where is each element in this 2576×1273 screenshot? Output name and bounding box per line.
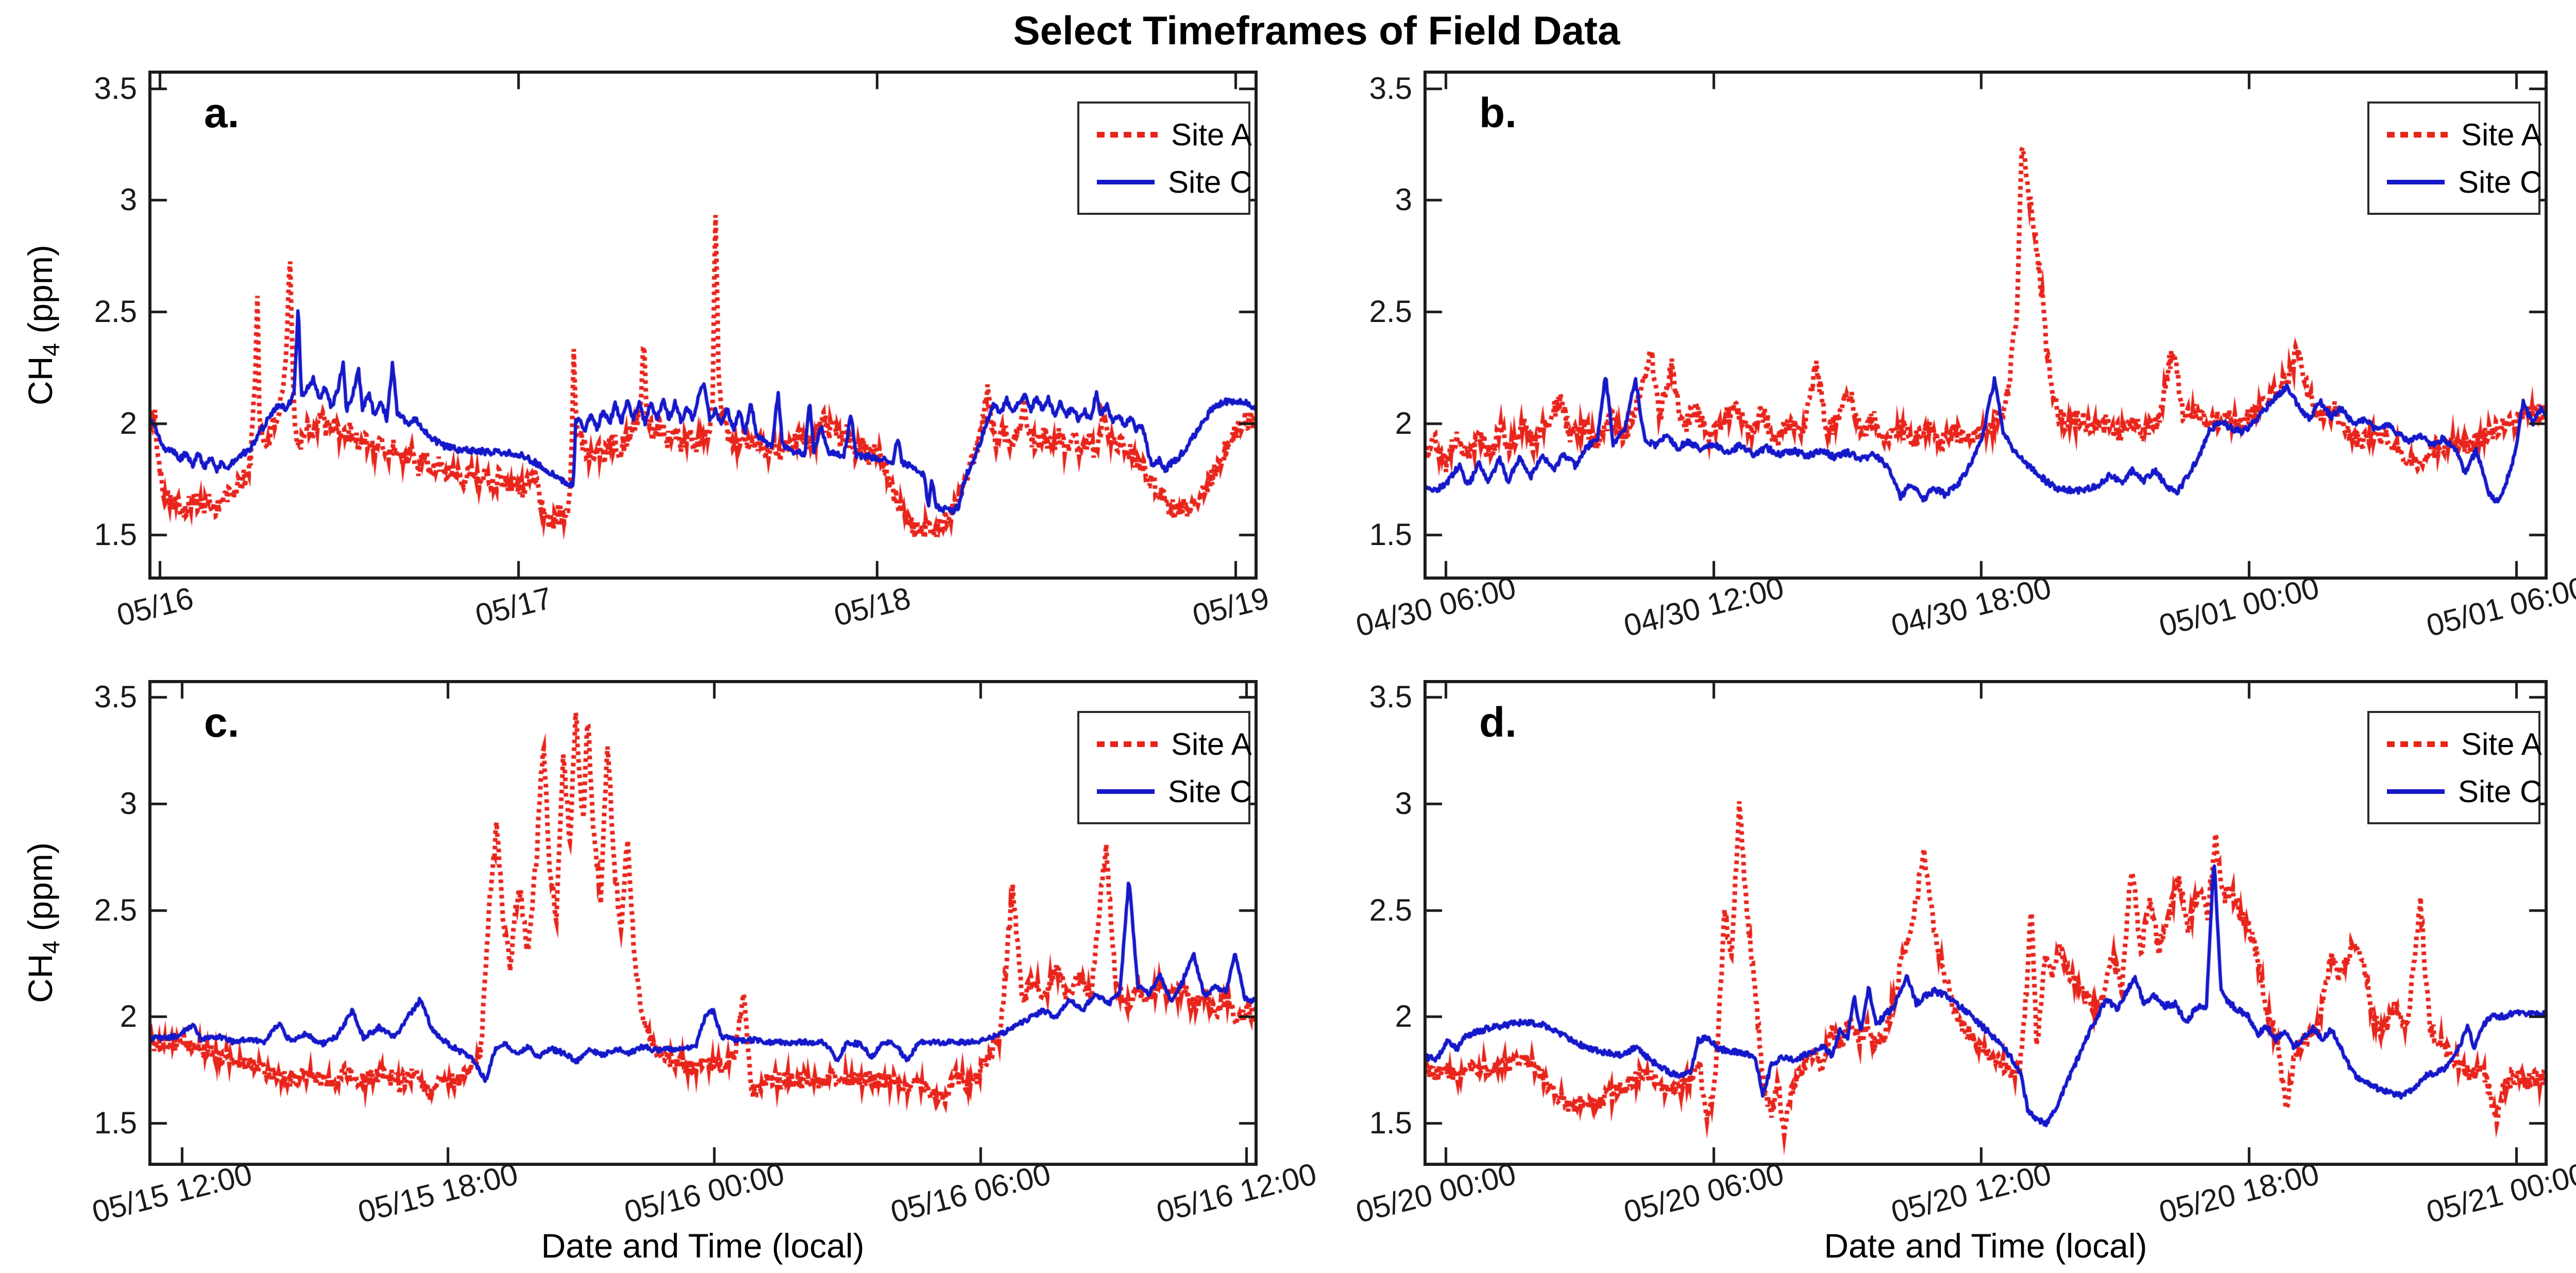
x-tick-label: 04/30 18:00: [1888, 570, 2055, 643]
legend-entry-site-c: Site C: [1079, 768, 1252, 815]
solid-line-swatch: [2387, 179, 2445, 184]
subplot-letter-d: d.: [1479, 699, 1517, 746]
x-tick-label: 05/20 18:00: [2155, 1156, 2323, 1230]
legend-label: Site C: [1168, 164, 1252, 199]
x-tick-label: 05/16 06:00: [887, 1156, 1054, 1230]
x-tick-label: 05/15 18:00: [354, 1156, 522, 1230]
subplot-d: d. Site A Site C: [1423, 680, 2548, 1166]
legend-a: Site A Site C: [1077, 101, 1252, 215]
y-label-subscript: 4: [38, 940, 65, 954]
x-tick-label: 04/30 12:00: [1620, 570, 1787, 643]
legend-entry-site-a: Site A: [2369, 720, 2542, 768]
y-tick-label: 3.5: [1369, 680, 1412, 715]
legend-label: Site A: [1171, 726, 1252, 761]
y-tick-label: 2: [120, 405, 137, 440]
y-label-subscript: 4: [38, 343, 65, 357]
dotted-line-swatch: [1097, 131, 1158, 138]
x-tick-label: 05/15 12:00: [88, 1156, 256, 1230]
x-tick-label: 05/21 00:00: [2423, 1156, 2576, 1230]
y-tick-label: 2.5: [94, 294, 137, 329]
legend-entry-site-a: Site A: [1079, 111, 1252, 158]
subplot-letter-b: b.: [1479, 90, 1517, 137]
subplot-b: b. Site A Site C: [1423, 71, 2548, 580]
y-tick-label: 2: [120, 999, 137, 1034]
x-tick-label: 05/17: [471, 580, 555, 633]
legend-d: Site A Site C: [2367, 711, 2542, 824]
legend-label: Site A: [2461, 117, 2542, 152]
legend-c: Site A Site C: [1077, 711, 1252, 824]
solid-line-swatch: [1097, 179, 1155, 184]
legend-label: Site A: [2461, 726, 2542, 761]
chart-title: Select Timeframes of Field Data: [1013, 8, 1620, 53]
x-axis-label-left: Date and Time (local): [541, 1227, 865, 1265]
plot-canvas-a: [148, 71, 1258, 580]
legend-label: Site C: [1168, 774, 1252, 809]
plot-canvas-d: [1423, 680, 2548, 1166]
subplot-letter-c: c.: [204, 699, 240, 746]
dotted-line-swatch: [2387, 131, 2448, 138]
legend-entry-site-a: Site A: [1079, 720, 1252, 768]
solid-line-swatch: [1097, 789, 1155, 794]
x-tick-label: 05/18: [830, 580, 914, 633]
plot-canvas-c: [148, 680, 1258, 1166]
x-tick-label: 05/16: [113, 580, 197, 633]
y-label-text: CH: [21, 954, 59, 1003]
y-tick-label: 3: [120, 182, 137, 217]
y-tick-label: 2: [1395, 405, 1412, 440]
y-tick-label: 1.5: [94, 517, 137, 552]
y-tick-label: 1.5: [1369, 517, 1412, 552]
y-tick-label: 2.5: [94, 892, 137, 927]
x-tick-label: 05/19: [1189, 580, 1273, 633]
subplot-c: c. Site A Site C: [148, 680, 1258, 1166]
legend-label: Site A: [1171, 117, 1252, 152]
x-tick-label: 05/01 06:00: [2423, 570, 2576, 643]
x-tick-label: 05/16 12:00: [1153, 1156, 1320, 1230]
legend-entry-site-c: Site C: [2369, 158, 2542, 206]
y-tick-label: 3.5: [1369, 71, 1412, 106]
y-tick-label: 3.5: [94, 680, 137, 715]
y-tick-label: 3: [1395, 182, 1412, 217]
y-tick-label: 1.5: [94, 1106, 137, 1141]
legend-entry-site-c: Site C: [1079, 158, 1252, 206]
y-tick-label: 2.5: [1369, 892, 1412, 927]
subplot-a: a. Site A Site C: [148, 71, 1258, 580]
x-tick-label: 05/16 00:00: [621, 1156, 788, 1230]
y-label-text: CH: [21, 356, 59, 405]
subplot-letter-a: a.: [204, 90, 240, 137]
y-tick-label: 3.5: [94, 71, 137, 106]
y-tick-label: 3: [120, 786, 137, 821]
legend-b: Site A Site C: [2367, 101, 2542, 215]
plot-canvas-b: [1423, 71, 2548, 580]
x-tick-label: 05/20 00:00: [1352, 1156, 1520, 1230]
legend-entry-site-c: Site C: [2369, 768, 2542, 815]
solid-line-swatch: [2387, 789, 2445, 794]
legend-label: Site C: [2458, 774, 2543, 809]
legend-label: Site C: [2458, 164, 2543, 199]
x-tick-label: 05/01 00:00: [2155, 570, 2323, 643]
y-tick-label: 3: [1395, 786, 1412, 821]
y-tick-label: 2: [1395, 999, 1412, 1034]
y-tick-label: 2.5: [1369, 294, 1412, 329]
y-tick-label: 1.5: [1369, 1106, 1412, 1141]
legend-entry-site-a: Site A: [2369, 111, 2542, 158]
dotted-line-swatch: [2387, 741, 2448, 747]
dotted-line-swatch: [1097, 741, 1158, 747]
x-axis-label-right: Date and Time (local): [1824, 1227, 2147, 1265]
x-tick-label: 05/20 12:00: [1888, 1156, 2055, 1230]
x-tick-label: 04/30 06:00: [1352, 570, 1520, 643]
x-tick-label: 05/20 06:00: [1620, 1156, 1787, 1230]
